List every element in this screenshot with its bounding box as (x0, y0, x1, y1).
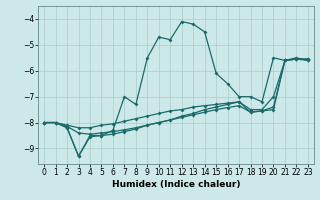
X-axis label: Humidex (Indice chaleur): Humidex (Indice chaleur) (112, 180, 240, 189)
